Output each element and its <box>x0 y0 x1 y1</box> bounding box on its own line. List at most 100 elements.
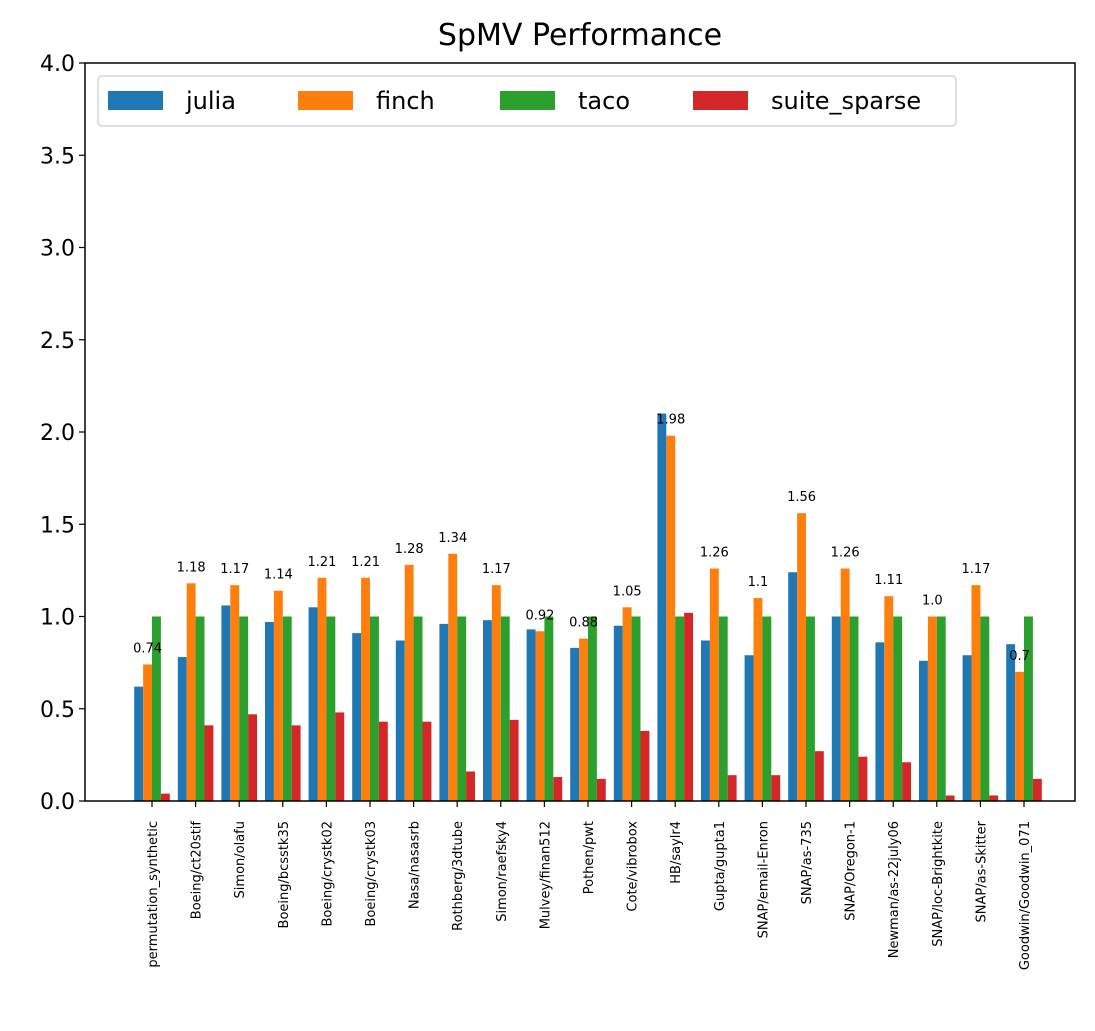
data-label: 1.05 <box>613 584 642 599</box>
data-label: 1.26 <box>700 546 729 561</box>
legend-label-taco: taco <box>578 87 630 115</box>
bar-julia <box>177 657 187 801</box>
bar-julia <box>831 616 841 801</box>
bar-julia <box>352 633 362 801</box>
data-label: 0.74 <box>133 641 162 656</box>
bar-taco <box>282 616 292 801</box>
bar-suite_sparse <box>814 751 824 801</box>
bar-finch <box>579 638 588 801</box>
data-label: 1.21 <box>351 555 380 570</box>
x-tick-label: Boeing/bcsstk35 <box>277 821 292 928</box>
bar-finch <box>840 568 850 801</box>
bar-finch <box>709 568 719 801</box>
data-label: 1.98 <box>656 413 685 428</box>
bar-taco <box>849 616 859 801</box>
bar-julia <box>613 625 623 801</box>
data-label: 1.34 <box>438 531 467 546</box>
bar-taco <box>1024 616 1033 801</box>
legend-swatch-taco <box>500 91 555 110</box>
bar-taco <box>893 616 903 801</box>
bar-suite_sparse <box>945 795 955 801</box>
bar-finch <box>186 583 196 801</box>
data-label: 1.17 <box>220 562 249 577</box>
bar-suite_sparse <box>553 777 563 801</box>
x-tick-label: Rothberg/3dtube <box>451 821 466 931</box>
bar-julia <box>265 622 274 801</box>
bar-suite_sparse <box>248 714 257 801</box>
legend-swatch-julia <box>108 91 163 110</box>
bar-julia <box>875 642 885 801</box>
data-label: 0.88 <box>569 616 598 631</box>
bar-julia <box>221 605 231 801</box>
legend-swatch-suite_sparse <box>693 91 748 110</box>
bar-julia <box>308 607 318 801</box>
bar-suite_sparse <box>422 721 432 801</box>
bar-suite_sparse <box>727 775 737 801</box>
bar-suite_sparse <box>902 762 911 801</box>
x-tick-label: SNAP/as-735 <box>800 821 815 904</box>
data-label: 1.17 <box>961 562 990 577</box>
x-tick-label: SNAP/email-Enron <box>756 821 771 938</box>
x-tick-label: Newman/as-22july06 <box>887 821 902 958</box>
bar-suite_sparse <box>640 730 650 801</box>
bar-suite_sparse <box>291 725 301 801</box>
bar-suite_sparse <box>160 793 170 801</box>
x-tick-label: Boeing/crystk03 <box>364 821 379 926</box>
bar-finch <box>317 577 327 801</box>
data-label: 1.1 <box>748 575 769 590</box>
y-tick-label: 0.0 <box>40 790 75 815</box>
bar-taco <box>544 616 554 801</box>
data-label: 1.17 <box>482 562 511 577</box>
bar-julia <box>439 623 449 801</box>
bar-finch <box>622 607 632 801</box>
x-tick-label: Boeing/ct20stif <box>190 821 205 920</box>
x-tick-label: Gupta/gupta1 <box>713 821 728 911</box>
bar-julia <box>134 686 144 801</box>
bar-suite_sparse <box>466 771 475 801</box>
data-label: 0.7 <box>1009 649 1030 664</box>
bar-julia <box>788 572 798 801</box>
x-tick-label: SNAP/Oregon-1 <box>844 821 859 921</box>
bar-suite_sparse <box>771 775 781 801</box>
legend-label-julia: julia <box>185 87 236 115</box>
bar-julia <box>395 640 405 801</box>
data-label: 1.21 <box>307 555 336 570</box>
data-label: 1.14 <box>264 568 293 583</box>
legend-swatch-finch <box>298 91 353 110</box>
bar-julia <box>1006 644 1016 801</box>
x-tick-label: SNAP/as-Skitter <box>974 820 989 922</box>
legend-label-suite_sparse: suite_sparse <box>771 87 921 115</box>
bar-finch <box>404 564 414 801</box>
bar-taco <box>806 616 815 801</box>
x-tick-label: Goodwin/Goodwin_071 <box>1018 821 1033 970</box>
bar-taco <box>762 616 772 801</box>
bar-julia <box>483 620 492 801</box>
bar-julia <box>526 629 536 801</box>
bar-finch <box>491 585 501 801</box>
bar-finch <box>230 585 240 801</box>
bar-taco <box>631 616 641 801</box>
bar-taco <box>500 616 510 801</box>
x-tick-label: Pothen/pwt <box>582 821 597 894</box>
bar-finch <box>884 596 894 801</box>
x-tick-label: Mulvey/finan512 <box>538 821 553 929</box>
bar-julia <box>570 647 580 801</box>
data-label: 1.0 <box>922 594 943 609</box>
bar-julia <box>962 655 972 801</box>
x-tick-label: SNAP/loc-Brightkite <box>931 821 946 947</box>
bar-taco <box>370 616 379 801</box>
data-label: 1.18 <box>177 560 206 575</box>
bar-finch <box>927 616 937 801</box>
bar-taco <box>675 616 685 801</box>
bar-taco <box>195 616 205 801</box>
data-label: 1.26 <box>831 546 860 561</box>
bar-julia <box>744 655 754 801</box>
y-tick-label: 3.0 <box>40 237 75 262</box>
x-tick-label: Nasa/nasasrb <box>408 821 423 909</box>
y-tick-label: 4.0 <box>40 52 75 77</box>
bar-taco <box>239 616 249 801</box>
data-label: 0.92 <box>525 608 554 623</box>
axes-frame <box>84 62 1076 802</box>
legend-label-finch: finch <box>376 87 435 115</box>
